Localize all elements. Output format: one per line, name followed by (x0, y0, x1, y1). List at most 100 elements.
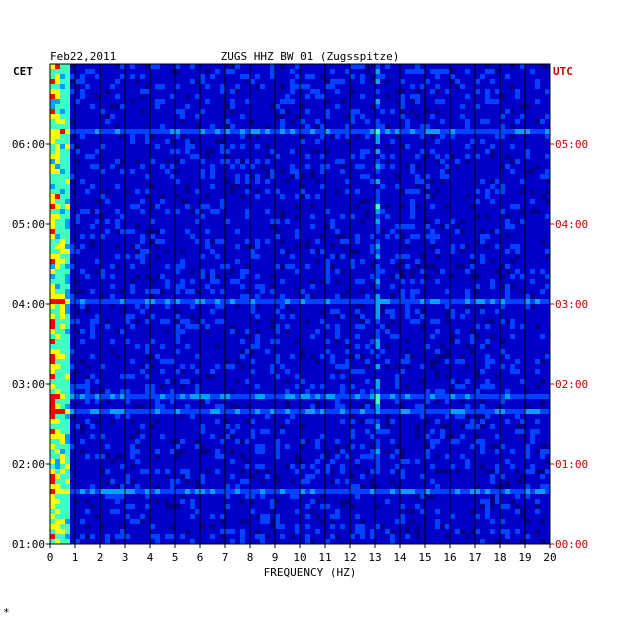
heatmap-cell (55, 319, 60, 324)
heatmap-cell (510, 134, 515, 139)
heatmap-cell (155, 104, 160, 109)
heatmap-cell (490, 319, 495, 324)
heatmap-cell (190, 129, 195, 134)
heatmap-cell (125, 319, 130, 324)
heatmap-cell (505, 234, 510, 239)
heatmap-cell (85, 399, 90, 404)
heatmap-cell (420, 489, 425, 494)
heatmap-cell (430, 229, 435, 234)
heatmap-cell (135, 299, 140, 304)
heatmap-cell (330, 469, 335, 474)
heatmap-cell (70, 264, 75, 269)
heatmap-cell (50, 224, 55, 229)
heatmap-cell (60, 449, 65, 454)
heatmap-cell (50, 69, 55, 74)
heatmap-cell (225, 124, 230, 129)
heatmap-cell (370, 74, 375, 79)
heatmap-cell (490, 424, 495, 429)
heatmap-cell (75, 249, 80, 254)
heatmap-cell (495, 449, 500, 454)
heatmap-cell (370, 534, 375, 539)
heatmap-cell (65, 164, 70, 169)
heatmap-cell (125, 409, 130, 414)
heatmap-cell (355, 324, 360, 329)
heatmap-cell (200, 109, 205, 114)
heatmap-cell (120, 64, 125, 69)
heatmap-cell (370, 409, 375, 414)
heatmap-cell (80, 89, 85, 94)
heatmap-cell (455, 339, 460, 344)
heatmap-cell (85, 299, 90, 304)
heatmap-cell (375, 284, 380, 289)
heatmap-cell (315, 404, 320, 409)
heatmap-cell (375, 164, 380, 169)
heatmap-cell (245, 349, 250, 354)
heatmap-cell (490, 334, 495, 339)
heatmap-cell (290, 84, 295, 89)
heatmap-cell (500, 189, 505, 194)
heatmap-cell (185, 289, 190, 294)
heatmap-cell (355, 299, 360, 304)
heatmap-cell (360, 394, 365, 399)
heatmap-cell (375, 394, 380, 399)
heatmap-cell (435, 159, 440, 164)
heatmap-cell (150, 184, 155, 189)
heatmap-cell (135, 244, 140, 249)
heatmap-cell (540, 449, 545, 454)
x-tick-label: 5 (172, 551, 179, 564)
heatmap-cell (275, 524, 280, 529)
heatmap-cell (430, 494, 435, 499)
heatmap-cell (545, 254, 550, 259)
heatmap-cell (60, 404, 65, 409)
heatmap-cell (545, 169, 550, 174)
heatmap-cell (140, 239, 145, 244)
heatmap-cell (155, 449, 160, 454)
heatmap-cell (350, 414, 355, 419)
heatmap-cell (190, 79, 195, 84)
heatmap-cell (500, 409, 505, 414)
heatmap-cell (120, 454, 125, 459)
heatmap-cell (210, 129, 215, 134)
heatmap-cell (460, 529, 465, 534)
heatmap-cell (415, 494, 420, 499)
heatmap-cell (55, 264, 60, 269)
heatmap-cell (465, 194, 470, 199)
heatmap-cell (315, 299, 320, 304)
heatmap-cell (180, 264, 185, 269)
heatmap-cell (60, 179, 65, 184)
heatmap-cell (200, 204, 205, 209)
heatmap-cell (400, 514, 405, 519)
heatmap-cell (350, 109, 355, 114)
heatmap-cell (355, 484, 360, 489)
heatmap-cell (295, 64, 300, 69)
heatmap-cell (115, 454, 120, 459)
heatmap-cell (120, 229, 125, 234)
heatmap-cell (405, 459, 410, 464)
heatmap-cell (275, 299, 280, 304)
heatmap-cell (200, 79, 205, 84)
heatmap-cell (415, 179, 420, 184)
heatmap-cell (50, 254, 55, 259)
heatmap-cell (540, 399, 545, 404)
heatmap-cell (275, 409, 280, 414)
heatmap-cell (140, 89, 145, 94)
heatmap-cell (90, 329, 95, 334)
heatmap-cell (225, 424, 230, 429)
heatmap-cell (255, 284, 260, 289)
heatmap-cell (295, 299, 300, 304)
heatmap-cell (150, 524, 155, 529)
heatmap-cell (450, 249, 455, 254)
heatmap-cell (175, 349, 180, 354)
heatmap-cell (70, 349, 75, 354)
heatmap-cell (540, 489, 545, 494)
heatmap-cell (85, 499, 90, 504)
heatmap-cell (160, 489, 165, 494)
heatmap-cell (65, 289, 70, 294)
heatmap-cell (240, 129, 245, 134)
heatmap-cell (165, 499, 170, 504)
heatmap-cell (50, 64, 55, 69)
heatmap-cell (490, 529, 495, 534)
heatmap-cell (410, 394, 415, 399)
heatmap-cell (60, 339, 65, 344)
heatmap-cell (70, 444, 75, 449)
